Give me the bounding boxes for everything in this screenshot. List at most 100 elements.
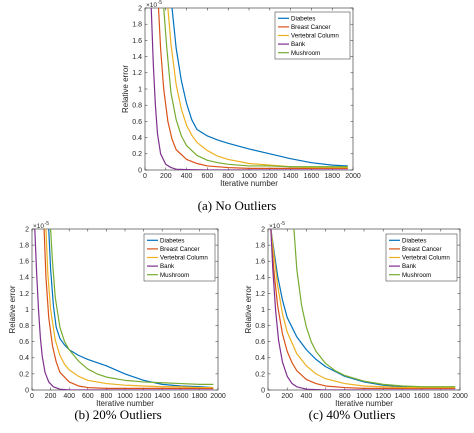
y-tick-label: 1.4 [19, 275, 29, 282]
y-tick-label: 1.2 [132, 70, 142, 77]
legend: Diabetes Breast Cancer Vertebral ColumnBan… [143, 233, 216, 282]
legend-entry: Mushroom [402, 272, 431, 279]
x-tick-label: 800 [339, 393, 351, 400]
y-tick-label: 0.4 [132, 135, 142, 142]
legend: Diabetes Breast Cancer Vertebral ColumnBan… [274, 11, 351, 60]
y-tick-label: 1.2 [255, 291, 265, 298]
y-tick-label: 0.6 [132, 119, 142, 126]
x-tick-label: 1400 [154, 393, 170, 400]
chart-panel-0: 0 200 400 600 800 1000 1200 1400 1600 1800 2000 0 0.… [121, 0, 361, 188]
x-axis-label: Iterative number [220, 179, 278, 188]
legend-entry: Vertebral Column [291, 33, 339, 40]
x-tick-label: 0 [266, 393, 270, 400]
y-tick-label: 1.8 [132, 22, 142, 29]
y-tick-label: 1.6 [132, 38, 142, 45]
y-tick-label: 1.4 [255, 275, 265, 282]
x-tick-label: 1800 [324, 173, 340, 180]
y-axis-label: Relative error [8, 285, 17, 333]
caption-b: (b) 20% Outliers [74, 407, 161, 422]
x-tick-label: 2000 [210, 393, 226, 400]
y-exponent-label: ×10 [146, 2, 157, 9]
y-tick-label: 0.8 [255, 323, 265, 330]
y-tick-label: 0.4 [255, 355, 265, 362]
x-axis-label: Iterative number [96, 399, 154, 408]
x-tick-label: 400 [63, 393, 75, 400]
y-tick-label: 0.4 [19, 355, 29, 362]
x-tick-label: 1200 [375, 393, 391, 400]
series-line-vertebral-column [45, 229, 214, 389]
y-tick-label: 1.8 [255, 243, 265, 250]
x-tick-label: 1600 [414, 393, 430, 400]
y-tick-label: 0 [261, 387, 265, 394]
x-tick-label: 1400 [395, 393, 411, 400]
legend-entry: Diabetes [160, 237, 184, 244]
chart-panel-2: 0 200 400 600 800 1000 1200 1400 1600 1800 2000 0 0.… [244, 221, 468, 408]
series-line-bank [34, 229, 214, 390]
y-tick-label: 1.4 [132, 54, 142, 61]
y-exponent-label: ×10 [269, 223, 280, 230]
x-tick-label: 1000 [356, 393, 372, 400]
legend-entry: Bank [291, 41, 306, 48]
x-tick-label: 800 [222, 173, 234, 180]
y-tick-label: 0 [138, 167, 142, 174]
y-tick-label: 1.8 [19, 243, 29, 250]
series-line-mushroom [50, 229, 214, 385]
x-tick-label: 600 [202, 173, 214, 180]
y-tick-label: 1 [261, 307, 265, 314]
caption-a: (a) No Outliers [198, 198, 277, 213]
series-line-breast-cancer [270, 229, 456, 389]
x-tick-label: 1600 [173, 393, 189, 400]
x-tick-label: 800 [101, 393, 113, 400]
x-axis-label: Iterative number [335, 399, 393, 408]
y-exponent-power: -5 [45, 221, 50, 227]
y-tick-label: 0.2 [255, 371, 265, 378]
y-tick-label: 1.2 [19, 291, 29, 298]
legend-entry: Bank [402, 263, 417, 270]
x-tick-label: 1800 [192, 393, 208, 400]
x-tick-label: 400 [301, 393, 313, 400]
x-tick-label: 600 [320, 393, 332, 400]
y-tick-label: 1.6 [255, 259, 265, 266]
x-tick-label: 1600 [304, 173, 320, 180]
series-line-breast-cancer [157, 8, 348, 169]
series-group [150, 8, 348, 170]
y-tick-label: 0 [25, 387, 29, 394]
legend-entry: Vertebral Column [160, 255, 208, 262]
legend-entry: Bank [160, 263, 175, 270]
x-tick-label: 2000 [345, 173, 361, 180]
series-line-mushroom [293, 229, 456, 388]
y-tick-label: 0.8 [19, 323, 29, 330]
x-tick-label: 1000 [117, 393, 133, 400]
series-line-breast-cancer [43, 229, 214, 389]
series-group [34, 229, 214, 390]
series-line-diabetes [48, 229, 214, 389]
y-exponent-label: ×10 [33, 223, 44, 230]
y-tick-label: 1.6 [19, 259, 29, 266]
legend-entry: Breast Cancer [291, 24, 331, 31]
series-line-bank [150, 8, 348, 170]
y-tick-label: 2 [261, 226, 265, 233]
legend-entry: Mushroom [291, 50, 320, 57]
x-tick-label: 400 [181, 173, 193, 180]
y-tick-label: 1 [25, 307, 29, 314]
y-tick-label: 0.6 [19, 339, 29, 346]
y-tick-label: 1 [138, 86, 142, 93]
y-tick-label: 0.8 [132, 103, 142, 110]
x-tick-label: 0 [143, 173, 147, 180]
legend-entry: Diabetes [402, 237, 426, 244]
y-axis-label: Relative error [121, 65, 130, 113]
series-line-vertebral-column [270, 229, 456, 389]
y-tick-label: 0.6 [255, 339, 265, 346]
x-tick-label: 600 [82, 393, 94, 400]
x-tick-label: 200 [160, 173, 172, 180]
series-line-mushroom [163, 8, 348, 168]
y-exponent-power: -5 [281, 221, 286, 227]
x-tick-label: 1000 [241, 173, 257, 180]
chart-panel-1: 0 200 400 600 800 1000 1200 1400 1600 1800 2000 0 0.… [8, 221, 226, 408]
legend-entry: Breast Cancer [402, 246, 442, 253]
y-tick-label: 2 [138, 5, 142, 12]
caption-c: (c) 40% Outliers [309, 407, 396, 422]
x-tick-label: 0 [30, 393, 34, 400]
legend-entry: Mushroom [160, 272, 189, 279]
